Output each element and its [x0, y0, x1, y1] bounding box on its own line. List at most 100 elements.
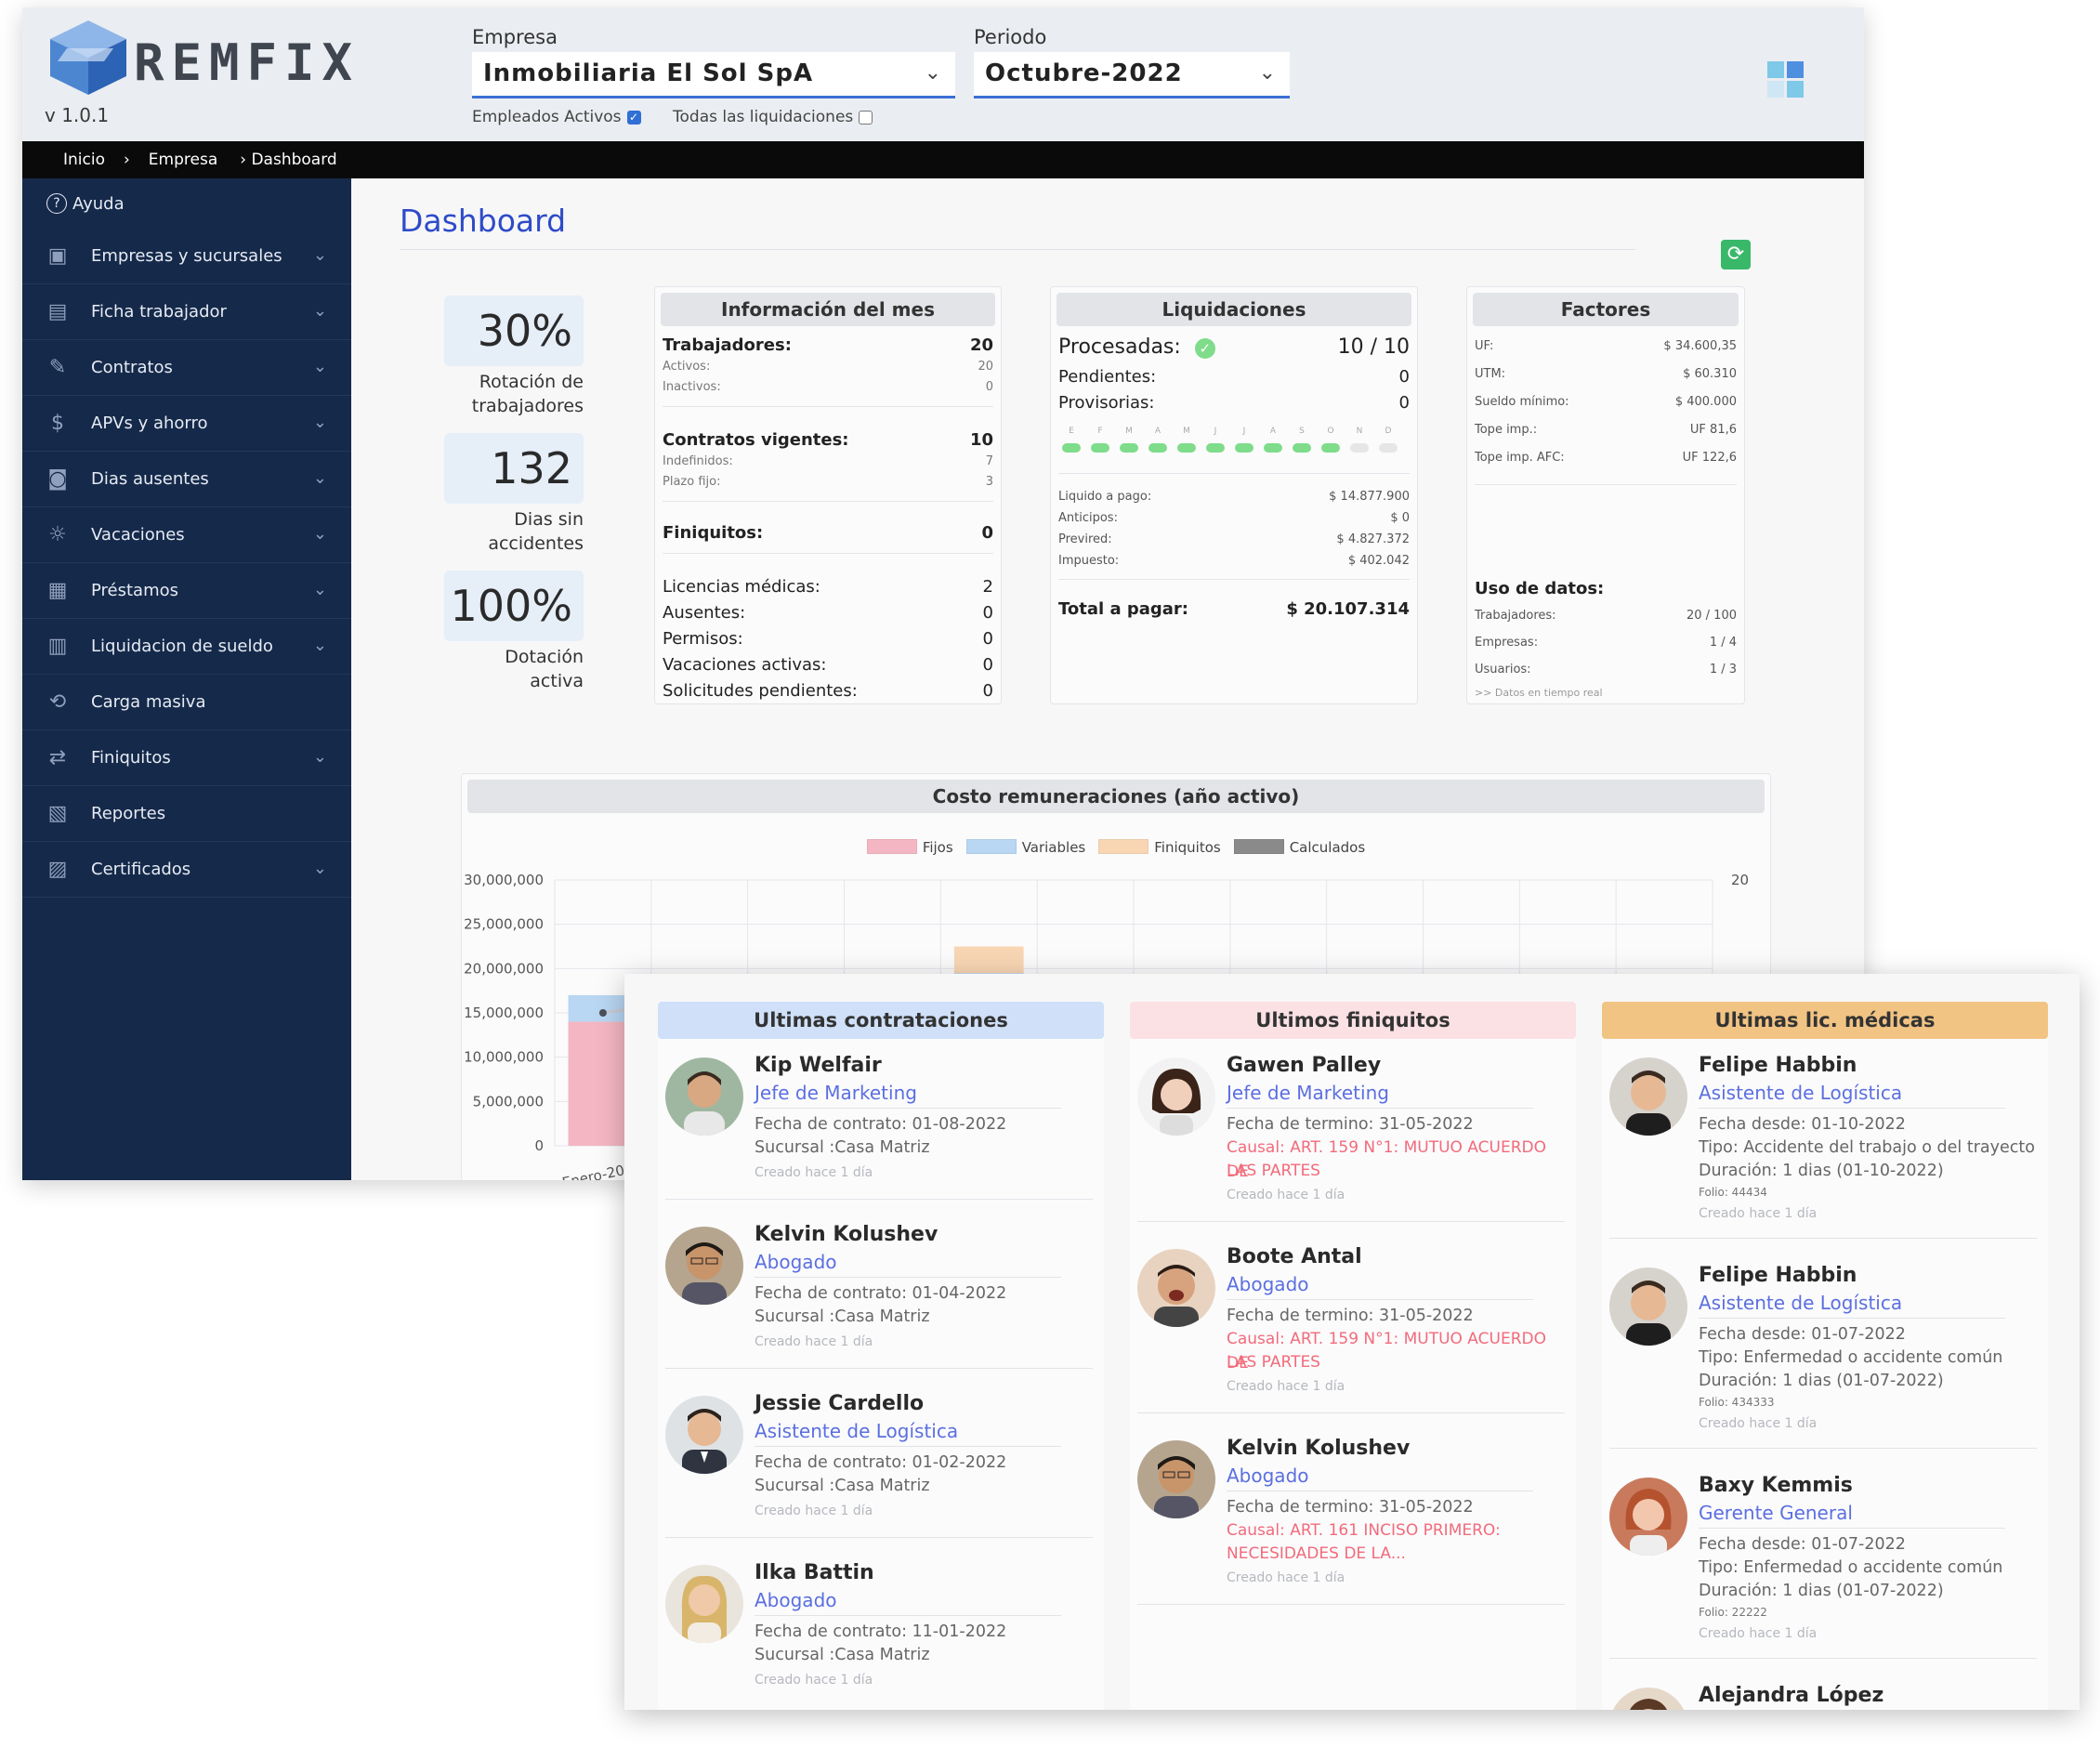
employee-name[interactable]: Jessie Cardello	[755, 1392, 925, 1415]
employee-name[interactable]: Felipe Habbin	[1699, 1054, 1857, 1077]
id-card-icon: ▤	[47, 300, 68, 323]
created-timestamp: Creado hace 1 día	[1699, 1206, 1818, 1221]
list-item[interactable]: Ilka Battin Abogado Fecha de contrato: 1…	[658, 1561, 1104, 1710]
divider	[665, 1537, 1093, 1538]
avatar	[1609, 1057, 1687, 1136]
list-item[interactable]: Kelvin Kolushev Abogado Fecha de termino…	[1130, 1437, 1576, 1613]
todas-liquidaciones-checkbox[interactable]: Todas las liquidaciones	[673, 108, 873, 126]
sidebar-item-ficha[interactable]: ▤ Ficha trabajador ⌄	[22, 284, 351, 340]
upload-icon: ⟲	[48, 690, 67, 714]
divider	[1137, 1221, 1565, 1222]
chevron-down-icon: ⌄	[312, 747, 327, 767]
avatar	[665, 1227, 743, 1305]
list-item[interactable]: Felipe Habbin Asistente de Logística Fec…	[1602, 1054, 2048, 1249]
row-utm: UTM: $ 60.310	[1475, 367, 1737, 381]
row-label: Tope imp.:	[1475, 423, 1538, 437]
chevron-down-icon: ⌄	[312, 468, 327, 488]
refresh-button[interactable]: ⟳	[1721, 240, 1751, 269]
column-title: Ultimos finiquitos	[1130, 1002, 1576, 1039]
legend-item-finiquitos[interactable]: Finiquitos	[1098, 839, 1221, 856]
list-item[interactable]: Alejandra López	[1602, 1684, 2048, 1710]
sidebar-item-prestamos[interactable]: ▦ Préstamos ⌄	[22, 563, 351, 619]
employee-role[interactable]: Abogado	[1227, 1465, 1309, 1487]
breadcrumb-dashboard: › Dashboard	[240, 151, 337, 169]
fecha-desde: Fecha desde: 01-07-2022	[1699, 1535, 1906, 1554]
employee-role[interactable]: Gerente General	[1699, 1502, 1853, 1524]
stat-label-line: activa	[530, 671, 584, 691]
periodo-select[interactable]: Octubre-2022 ⌄	[974, 52, 1290, 99]
employee-name[interactable]: Ilka Battin	[755, 1561, 874, 1584]
row-impuesto: Impuesto: $ 402.042	[1058, 554, 1410, 568]
title-divider	[400, 249, 1635, 250]
employee-role[interactable]: Jefe de Marketing	[1227, 1082, 1389, 1104]
sidebar-item-finiquitos[interactable]: ⇄ Finiquitos ⌄	[22, 730, 351, 786]
employee-name[interactable]: Alejandra López	[1699, 1684, 1884, 1707]
row-label: Inactivos:	[663, 380, 721, 394]
row-value: $ 20.107.314	[1286, 599, 1410, 619]
employee-role[interactable]: Abogado	[1227, 1273, 1309, 1295]
sidebar-item-apvs[interactable]: $ APVs y ahorro ⌄	[22, 396, 351, 452]
sidebar-item-ayuda[interactable]: ? Ayuda	[22, 178, 351, 229]
employee-role[interactable]: Asistente de Logística	[755, 1420, 959, 1442]
checkbox-checked-icon[interactable]: ✓	[626, 110, 641, 125]
chevron-down-icon: ⌄	[312, 580, 327, 599]
sidebar-item-liquidacion[interactable]: ▥ Liquidacion de sueldo ⌄	[22, 619, 351, 675]
list-item[interactable]: Felipe Habbin Asistente de Logística Fec…	[1602, 1264, 2048, 1459]
row-label: Previred:	[1058, 532, 1112, 546]
list-item[interactable]: Jessie Cardello Asistente de Logística F…	[658, 1392, 1104, 1550]
row-label: Total a pagar:	[1058, 599, 1188, 619]
divider	[1609, 1658, 2037, 1659]
breadcrumb-inicio[interactable]: Inicio	[63, 151, 105, 169]
list-item[interactable]: Boote Antal Abogado Fecha de termino: 31…	[1130, 1245, 1576, 1422]
employee-name[interactable]: Kip Welfair	[755, 1054, 882, 1077]
breadcrumb-empresa[interactable]: Empresa	[148, 151, 218, 169]
stat-accidentes-value: 132	[444, 433, 584, 504]
sidebar-item-empresas[interactable]: ▣ Empresas y sucursales ⌄	[22, 229, 351, 284]
month-status-dot	[1264, 443, 1282, 453]
stat-label-line: Rotación de	[479, 372, 584, 392]
employee-name[interactable]: Boote Antal	[1227, 1245, 1362, 1268]
employee-role[interactable]: Abogado	[755, 1251, 837, 1273]
divider	[1058, 473, 1410, 474]
y-tick-label: 20,000,000	[464, 960, 544, 977]
sidebar-item-certificados[interactable]: ▨ Certificados ⌄	[22, 842, 351, 898]
list-item[interactable]: Kip Welfair Jefe de Marketing Fecha de c…	[658, 1054, 1104, 1212]
legend-item-calculados[interactable]: Calculados	[1233, 839, 1365, 856]
empresa-select[interactable]: Inmobiliaria El Sol SpA ⌄	[472, 52, 955, 99]
app-name: REMFIX	[134, 33, 361, 92]
folio: Folio: 434333	[1699, 1396, 1775, 1409]
employee-name[interactable]: Kelvin Kolushev	[1227, 1437, 1411, 1460]
apps-grid-icon[interactable]	[1767, 61, 1805, 99]
list-item[interactable]: Baxy Kemmis Gerente General Fecha desde:…	[1602, 1474, 2048, 1669]
list-item[interactable]: Kelvin Kolushev Abogado Fecha de contrat…	[658, 1223, 1104, 1381]
created-timestamp: Creado hace 1 día	[1227, 1188, 1345, 1202]
page-title: Dashboard	[400, 203, 567, 239]
sidebar-item-carga-masiva[interactable]: ⟲ Carga masiva	[22, 675, 351, 730]
empleados-activos-checkbox[interactable]: Empleados Activos ✓	[472, 108, 641, 126]
sidebar-item-reportes[interactable]: ▧ Reportes	[22, 786, 351, 842]
employee-role[interactable]: Asistente de Logística	[1699, 1292, 1903, 1314]
uso-datos-title: Uso de datos:	[1475, 579, 1737, 598]
employee-role[interactable]: Abogado	[755, 1589, 837, 1611]
month-letter: A	[1269, 427, 1277, 436]
row-activos: Activos: 20	[663, 360, 993, 374]
sidebar-item-contratos[interactable]: ✎ Contratos ⌄	[22, 340, 351, 396]
avatar	[1609, 1688, 1687, 1710]
chart-title: Costo remuneraciones (año activo)	[467, 780, 1765, 813]
checkbox-unchecked-icon[interactable]	[859, 110, 873, 125]
employee-role[interactable]: Asistente de Logística	[1699, 1082, 1903, 1104]
row-value: UF 81,6	[1689, 423, 1737, 437]
sidebar-item-dias-ausentes[interactable]: ◙ Dias ausentes ⌄	[22, 452, 351, 507]
employee-name[interactable]: Felipe Habbin	[1699, 1264, 1857, 1287]
list-item[interactable]: Gawen Palley Jefe de Marketing Fecha de …	[1130, 1054, 1576, 1230]
legend-item-fijos[interactable]: Fijos	[866, 839, 953, 856]
employee-name[interactable]: Kelvin Kolushev	[755, 1223, 938, 1246]
legend-swatch	[866, 839, 917, 854]
employee-name[interactable]: Gawen Palley	[1227, 1054, 1382, 1077]
sidebar-item-vacaciones[interactable]: ☼ Vacaciones ⌄	[22, 507, 351, 563]
employee-name[interactable]: Baxy Kemmis	[1699, 1474, 1853, 1497]
sun-icon: ☼	[48, 523, 67, 546]
legend-item-variables[interactable]: Variables	[965, 839, 1085, 856]
employee-role[interactable]: Jefe de Marketing	[755, 1082, 917, 1104]
